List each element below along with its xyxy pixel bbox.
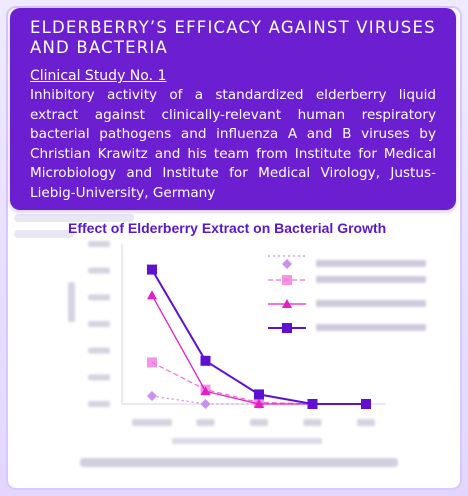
y-axis-title <box>68 282 75 322</box>
x-tick-label <box>250 419 268 426</box>
data-point <box>200 386 211 396</box>
legend-label <box>316 300 426 307</box>
legend-marker <box>282 323 292 333</box>
page-title: ELDERBERRY’S EFFICACY AGAINST VIRUSES AN… <box>30 18 436 57</box>
x-tick-label <box>132 419 172 426</box>
study-header-card: ELDERBERRY’S EFFICACY AGAINST VIRUSES AN… <box>10 8 456 210</box>
data-point <box>254 399 264 408</box>
legend-marker <box>282 259 292 269</box>
line-chart <box>68 241 426 467</box>
y-tick-label <box>88 401 110 407</box>
data-point <box>307 399 318 409</box>
y-tick-label <box>88 294 110 301</box>
legend-label <box>316 324 426 331</box>
data-point <box>147 391 157 401</box>
background-text-line <box>14 214 134 222</box>
series-line <box>151 294 366 405</box>
series-line <box>151 269 366 405</box>
study-description: Inhibitory activity of a standardized el… <box>30 87 436 201</box>
y-tick-label <box>88 347 110 354</box>
data-point <box>200 399 211 409</box>
chart-caption <box>80 458 398 467</box>
y-tick-label <box>88 374 110 381</box>
study-label: Clinical Study No. 1 <box>30 68 167 84</box>
legend-marker <box>282 299 292 308</box>
x-axis-title <box>172 438 322 444</box>
x-tick-label <box>196 419 215 426</box>
x-tick-label <box>357 419 375 426</box>
series-line <box>151 395 366 405</box>
data-point <box>361 399 371 409</box>
data-point <box>254 389 264 400</box>
legend-label <box>316 260 426 267</box>
x-tick-label <box>303 419 322 426</box>
legend-marker <box>282 275 292 285</box>
y-tick-label <box>88 321 110 327</box>
chart-title: Effect of Elderberry Extract on Bacteria… <box>68 220 387 236</box>
data-point <box>200 355 211 366</box>
chart-section: Effect of Elderberry Extract on Bacteria… <box>6 212 462 486</box>
data-point <box>147 264 157 275</box>
legend-label <box>316 276 426 283</box>
data-point <box>147 290 157 300</box>
y-tick-label <box>88 267 110 274</box>
data-point <box>147 357 157 368</box>
background-text-line <box>14 230 74 238</box>
y-tick-label <box>88 241 110 247</box>
